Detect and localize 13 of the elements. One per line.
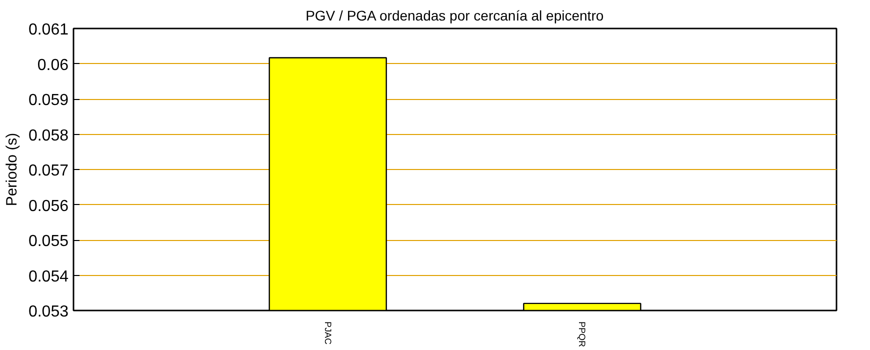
y-tick-label: 0.058 [28, 127, 69, 144]
y-tick-label: 0.056 [28, 198, 69, 215]
y-tick-label: 0.06 [37, 56, 69, 74]
y-axis-title: Periodo (s) [3, 132, 20, 206]
y-tick-label: 0.053 [28, 304, 69, 320]
x-tick-label: PPQR [577, 322, 588, 348]
y-tick-label: 0.054 [28, 268, 69, 286]
y-tick-label: 0.061 [28, 22, 69, 38]
y-tick-label: 0.055 [28, 233, 69, 250]
y-tick-label: 0.059 [28, 92, 69, 109]
y-tick-label: 0.057 [28, 162, 69, 180]
chart-title: PGV / PGA ordenadas por cercanía al epicentro [306, 8, 604, 24]
x-tick-label: PJAC [322, 322, 333, 346]
